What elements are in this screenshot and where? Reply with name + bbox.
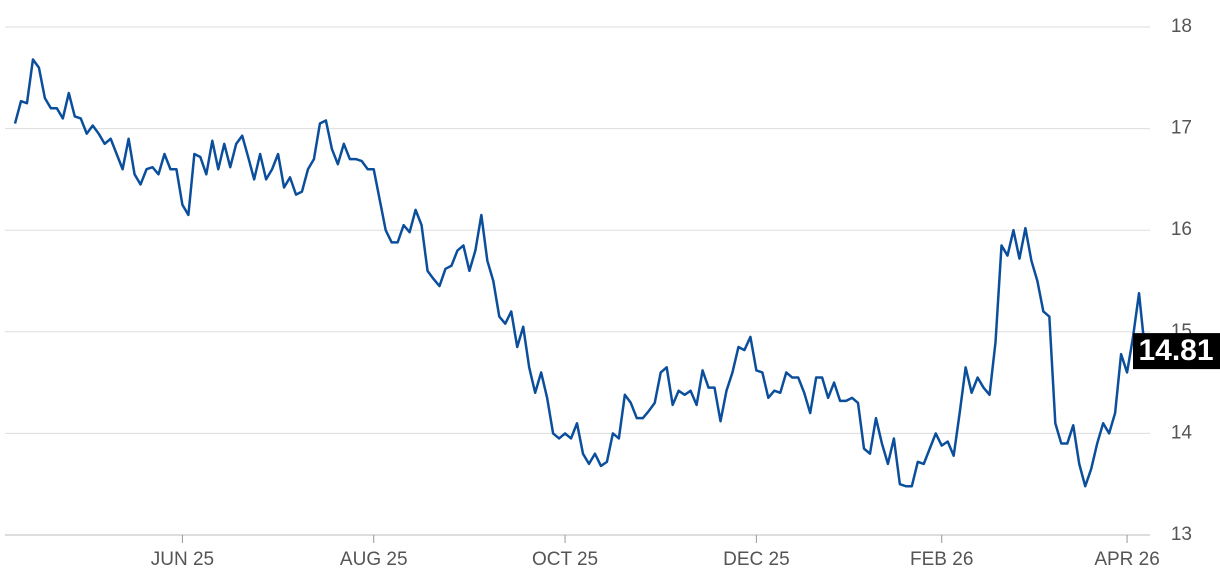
y-tick-label: 13: [1171, 524, 1192, 545]
x-tick-label: DEC 25: [723, 549, 790, 570]
x-tick-label: FEB 26: [910, 549, 973, 570]
last-value-box: [1133, 333, 1220, 370]
x-tick-label: JUN 25: [151, 549, 214, 570]
y-tick-label: 17: [1171, 118, 1192, 139]
price-line: [13, 58, 1147, 488]
last-value-label: 14.81: [1138, 334, 1213, 367]
x-tick-label: AUG 25: [340, 549, 408, 570]
y-tick-label: 14: [1171, 422, 1193, 443]
y-tick-label: 16: [1171, 219, 1192, 240]
x-tick-label: APR 26: [1094, 549, 1159, 570]
x-tick-label: OCT 25: [532, 549, 598, 570]
y-tick-label: 18: [1171, 16, 1192, 37]
